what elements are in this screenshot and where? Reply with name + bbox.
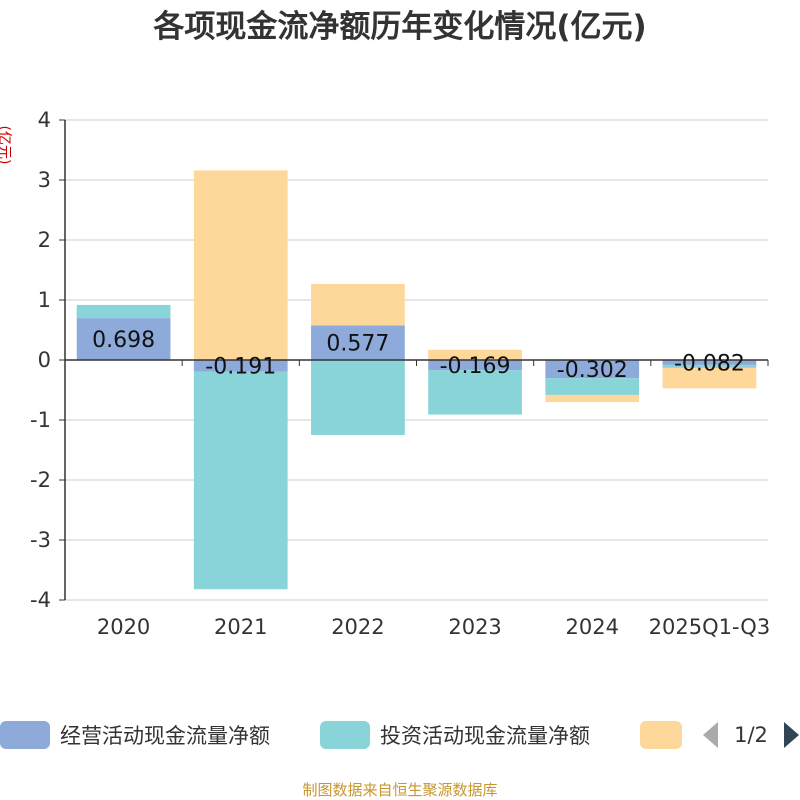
chart-title: 各项现金流净额历年变化情况(亿元) — [152, 9, 646, 45]
bar-1-2021[interactable] — [193, 360, 288, 372]
y-tick-label: 0 — [38, 348, 51, 372]
legend-label: 投资活动现金流量净额 — [380, 724, 590, 748]
y-tick-label: 1 — [38, 288, 51, 312]
data-label: -0.191 — [205, 355, 276, 380]
bar-1-2020[interactable] — [76, 318, 171, 360]
bar-1-2022[interactable] — [311, 325, 405, 360]
legend[interactable]: 经营活动现金流量净额 投资活动现金流量净额 — [0, 721, 682, 749]
x-axis: 2020 2021 2022 2023 2024 2025Q1-Q3 — [97, 615, 770, 639]
bar-2-2020[interactable] — [76, 304, 171, 319]
bar-3-2024[interactable] — [545, 394, 640, 403]
y-axis-unit-label: (亿元) — [0, 126, 12, 165]
y-tick-label: -3 — [30, 528, 51, 552]
legend-item-1[interactable]: 经营活动现金流量净额 — [0, 721, 270, 749]
legend-item-3[interactable] — [640, 721, 682, 749]
y-tick-label: 3 — [38, 168, 51, 192]
legend-swatch — [320, 721, 370, 749]
legend-swatch — [0, 721, 50, 749]
bars — [76, 170, 757, 590]
legend-label: 经营活动现金流量净额 — [60, 724, 270, 748]
legend-swatch — [640, 721, 682, 749]
data-labels: 0.698 -0.191 0.577 -0.169 -0.302 -0.082 — [92, 328, 745, 383]
bar-3-2023[interactable] — [428, 349, 522, 360]
legend-page-indicator: 1/2 — [734, 723, 768, 747]
y-tick-label: -1 — [30, 408, 51, 432]
bar-2-2025Q1-Q3[interactable] — [662, 364, 757, 368]
x-tick-label: 2023 — [448, 615, 501, 639]
data-label: -0.169 — [440, 354, 511, 379]
x-tick-label: 2021 — [214, 615, 267, 639]
x-tick-label: 2022 — [331, 615, 384, 639]
data-label: -0.082 — [674, 351, 745, 376]
y-tick-label: -4 — [30, 588, 51, 612]
bar-2-2023[interactable] — [428, 370, 522, 415]
data-label: -0.302 — [557, 358, 628, 383]
y-axis: 4 3 2 1 0 -1 -2 -3 -4 — [30, 108, 66, 612]
legend-item-2[interactable]: 投资活动现金流量净额 — [320, 721, 590, 749]
y-tick-label: 2 — [38, 228, 51, 252]
data-label: 0.698 — [92, 328, 155, 353]
bar-3-2025Q1-Q3[interactable] — [662, 367, 757, 389]
x-tick-label: 2020 — [97, 615, 150, 639]
legend-pager: 1/2 — [703, 722, 799, 748]
bar-1-2023[interactable] — [428, 360, 522, 371]
y-tick-label: -2 — [30, 468, 51, 492]
pager-prev-icon[interactable] — [703, 722, 718, 748]
bar-1-2024[interactable] — [545, 360, 640, 379]
x-tick-label: 2025Q1-Q3 — [649, 615, 771, 639]
bar-2-2024[interactable] — [545, 378, 640, 395]
bar-1-2025Q1-Q3[interactable] — [662, 360, 757, 365]
data-source-note: 制图数据来自恒生聚源数据库 — [302, 781, 497, 799]
pager-next-icon[interactable] — [784, 722, 799, 748]
bar-3-2021[interactable] — [193, 170, 288, 360]
bar-3-2022[interactable] — [311, 283, 405, 326]
bar-2-2022[interactable] — [311, 360, 405, 435]
x-tick-label: 2024 — [566, 615, 619, 639]
zero-axis — [65, 359, 769, 366]
bar-2-2021[interactable] — [193, 371, 288, 590]
y-tick-label: 4 — [38, 108, 51, 132]
data-label: 0.577 — [326, 332, 389, 357]
